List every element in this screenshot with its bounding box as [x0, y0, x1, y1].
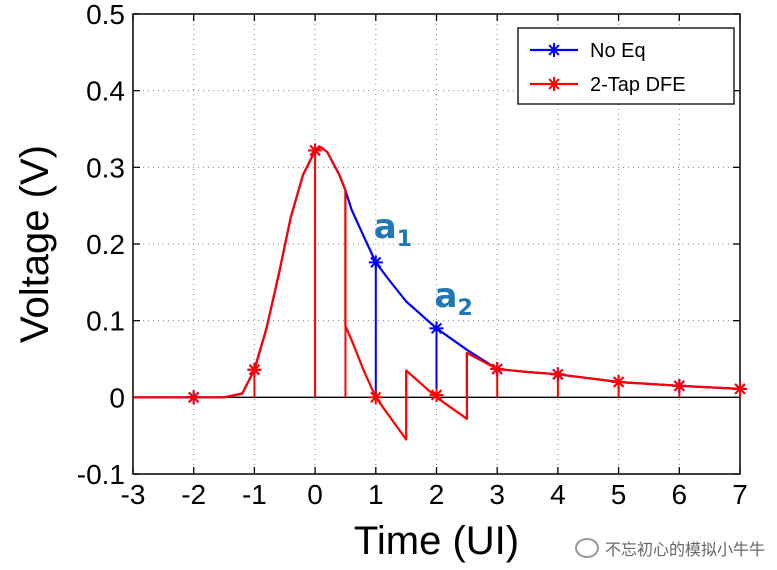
data-point-marker: [368, 390, 383, 405]
marker-stroke: [548, 44, 560, 56]
annotation-label: a2: [435, 276, 473, 321]
x-axis-title: Time (UI): [354, 519, 519, 563]
data-point-marker: [490, 361, 505, 376]
y-tick-label: 0.4: [86, 76, 125, 107]
data-point-marker: [186, 390, 201, 405]
y-tick-label: -0.1: [77, 459, 125, 490]
y-axis-title: Voltage (V): [13, 145, 57, 343]
data-point-marker: [308, 143, 323, 158]
watermark-text: 不忘初心的模拟小牛牛: [604, 540, 765, 559]
data-point-marker: [247, 362, 262, 377]
x-tick-label: 6: [672, 479, 688, 510]
annotation-label: a1: [374, 207, 412, 252]
x-tick-label: -2: [181, 479, 206, 510]
legend-entry-label: 2-Tap DFE: [590, 74, 686, 96]
data-point-marker: [429, 388, 444, 403]
x-tick-label: 3: [489, 479, 505, 510]
data-point-marker: [672, 378, 687, 393]
data-point-marker: [368, 255, 383, 270]
legend: No Eq 2-Tap DFE: [517, 27, 735, 105]
x-tick-label: 1: [368, 479, 384, 510]
legend-swatch-marker: [547, 43, 561, 57]
marker-stroke: [248, 364, 261, 376]
x-tick-label: 2: [429, 479, 445, 510]
marker-stroke: [188, 391, 200, 403]
marker-stroke: [552, 368, 564, 380]
x-tick-label: -3: [121, 479, 146, 510]
y-tick-label: 0.1: [86, 306, 125, 337]
y-tick-label: 0.5: [86, 0, 125, 30]
x-tick-label: 7: [732, 479, 748, 510]
marker-stroke: [370, 391, 382, 403]
marker-stroke: [430, 322, 443, 334]
marker-stroke: [673, 380, 685, 392]
y-tick-label: 0: [109, 382, 125, 413]
wechat-icon: [574, 538, 599, 558]
watermark: 不忘初心的模拟小牛牛: [574, 536, 765, 560]
marker-stroke: [734, 383, 746, 395]
marker-stroke: [548, 78, 560, 90]
data-point-marker: [429, 321, 444, 336]
marker-stroke: [309, 144, 321, 157]
legend-swatch-marker: [547, 77, 561, 91]
legend-box: [517, 27, 735, 105]
y-tick-label: 0.2: [86, 229, 125, 260]
marker-stroke: [370, 256, 382, 269]
data-point-marker: [611, 375, 626, 389]
marker-stroke: [612, 376, 625, 388]
y-tick-label: 0.3: [86, 152, 125, 183]
marker-stroke: [491, 363, 503, 375]
data-point-marker: [550, 367, 565, 382]
x-tick-label: 5: [611, 479, 627, 510]
data-point-marker: [733, 381, 747, 396]
x-tick-label: -1: [242, 479, 267, 510]
legend-entry-label: No Eq: [590, 40, 646, 62]
x-tick-label: 4: [550, 479, 566, 510]
x-tick-label: 0: [307, 479, 323, 510]
marker-stroke: [430, 389, 443, 401]
